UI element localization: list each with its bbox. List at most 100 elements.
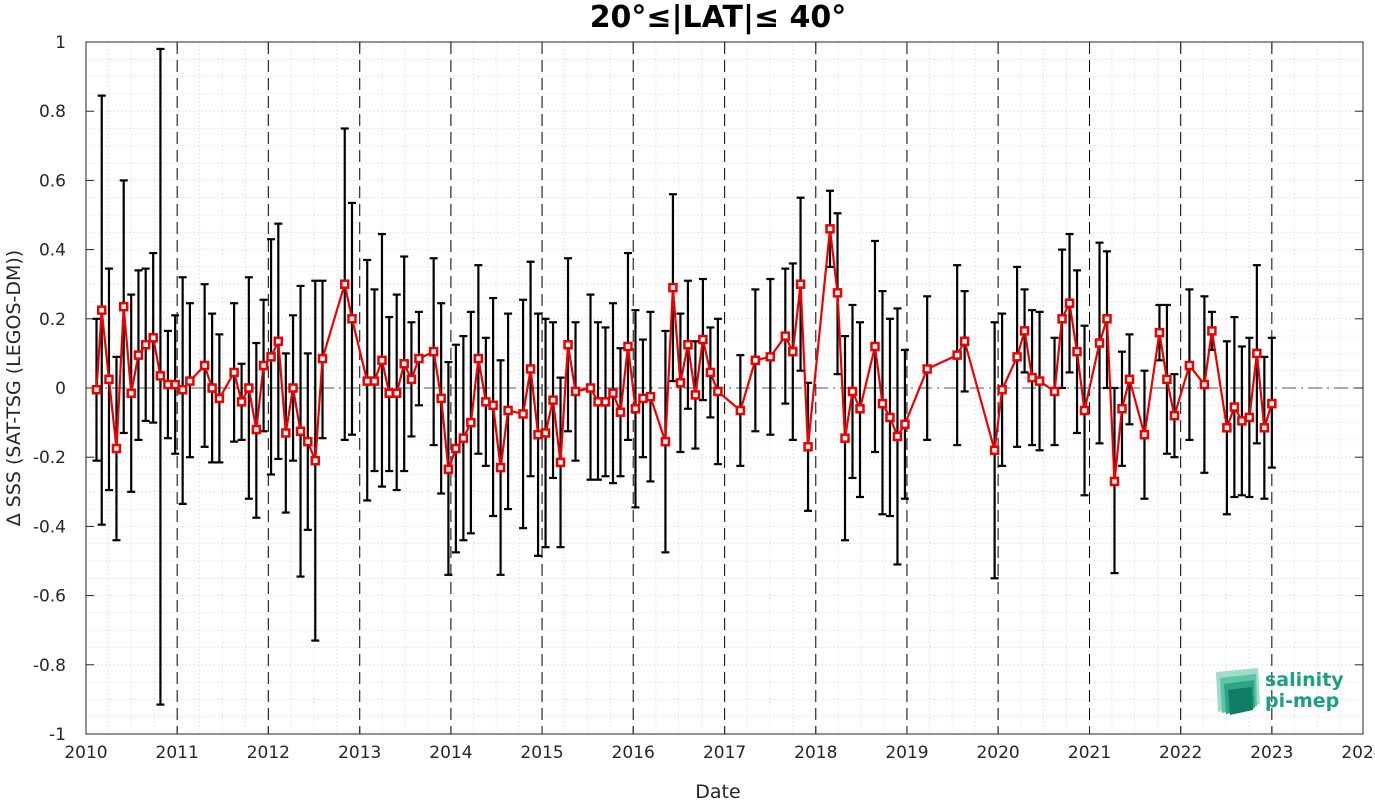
y-tick-label: -0.4	[33, 517, 66, 537]
y-tick-label: 0.4	[39, 241, 66, 261]
x-tick-label: 2011	[156, 743, 199, 763]
data-point	[258, 360, 269, 371]
data-point	[1229, 402, 1240, 412]
y-tick-label: -0.8	[33, 656, 66, 676]
data-point	[645, 391, 656, 402]
data-point	[451, 443, 461, 454]
data-point	[615, 407, 626, 417]
data-point	[214, 393, 225, 404]
data-point	[458, 433, 469, 443]
data-point	[795, 279, 806, 289]
data-point	[1237, 416, 1247, 426]
data-point	[1169, 410, 1180, 421]
data-point	[347, 314, 357, 324]
data-point	[540, 428, 551, 438]
data-point	[414, 353, 424, 364]
y-tick-label: 1	[55, 33, 66, 53]
data-point	[399, 359, 409, 369]
data-point	[1252, 348, 1262, 359]
data-point	[244, 383, 254, 393]
data-point	[735, 405, 746, 416]
data-point	[1124, 374, 1135, 385]
data-point	[473, 353, 484, 364]
data-point	[1079, 405, 1090, 416]
x-tick-label: 2017	[703, 743, 746, 763]
data-point	[608, 388, 618, 398]
svg-text:salinity: salinity	[1265, 669, 1344, 691]
x-tick-label: 2013	[338, 743, 381, 763]
salinity-pi-mep-logo: salinity pi-mep	[1216, 668, 1344, 715]
data-point	[1244, 412, 1255, 423]
data-point	[266, 352, 276, 362]
data-point	[675, 378, 686, 388]
data-point	[406, 374, 417, 385]
data-point	[495, 462, 506, 473]
data-point	[892, 431, 903, 442]
series-markers	[91, 224, 1277, 487]
data-point	[683, 340, 693, 350]
data-point	[177, 384, 188, 395]
data-point	[148, 333, 158, 343]
data-point	[1012, 352, 1022, 362]
data-point	[1034, 376, 1045, 386]
data-point	[997, 384, 1007, 395]
x-tick-label: 2010	[64, 743, 107, 763]
data-point	[1199, 379, 1210, 390]
y-tick-label: 0.6	[39, 171, 66, 191]
data-point	[466, 417, 476, 428]
data-point	[1064, 298, 1075, 308]
data-point	[1072, 346, 1082, 357]
data-point	[251, 424, 262, 435]
data-point	[288, 383, 298, 393]
data-point	[780, 331, 791, 341]
x-tick-label: 2018	[794, 743, 837, 763]
data-point	[362, 376, 372, 386]
data-point	[377, 355, 387, 366]
data-point	[118, 301, 129, 312]
data-point	[281, 428, 291, 438]
data-point	[111, 443, 122, 454]
x-tick-label: 2015	[520, 743, 563, 763]
data-point	[273, 336, 284, 347]
data-point	[847, 386, 858, 397]
y-tick-label: 0.8	[39, 102, 66, 122]
data-point	[638, 393, 648, 404]
data-point	[481, 397, 491, 407]
data-point	[1109, 476, 1120, 487]
data-point	[140, 340, 151, 350]
data-point	[533, 429, 543, 440]
wave-logo-icon	[1216, 668, 1260, 715]
data-point	[750, 355, 761, 366]
data-point	[959, 336, 970, 347]
data-point	[443, 464, 454, 475]
data-point	[623, 341, 633, 352]
x-tick-label: 2016	[612, 743, 655, 763]
data-point	[788, 346, 798, 357]
y-tick-label: 0	[55, 379, 66, 399]
data-point	[317, 353, 328, 364]
data-point	[630, 404, 641, 414]
data-point	[207, 383, 217, 393]
data-point	[104, 374, 114, 385]
data-point	[1259, 423, 1270, 433]
data-point	[1117, 404, 1127, 414]
svg-text:pi-mep: pi-mep	[1265, 690, 1339, 712]
data-point	[803, 442, 813, 452]
y-tick-label: -0.2	[33, 448, 66, 468]
data-point	[1139, 429, 1150, 440]
data-point	[303, 436, 313, 447]
x-axis-label: Date	[695, 781, 740, 801]
data-point	[713, 386, 723, 397]
data-point	[698, 334, 708, 345]
data-point	[952, 350, 962, 360]
data-point	[503, 405, 513, 416]
data-point	[600, 397, 611, 407]
axis-ticks	[85, 41, 1364, 735]
data-point	[384, 388, 394, 398]
data-point	[295, 426, 306, 436]
x-tick-label: 2021	[1068, 743, 1111, 763]
data-point	[1207, 326, 1217, 336]
y-tick-labels: -1 -0.8 -0.6 -0.4 -0.2 0 0.2 0.4 0.6 0.8 1	[33, 33, 66, 745]
data-point	[548, 395, 558, 405]
